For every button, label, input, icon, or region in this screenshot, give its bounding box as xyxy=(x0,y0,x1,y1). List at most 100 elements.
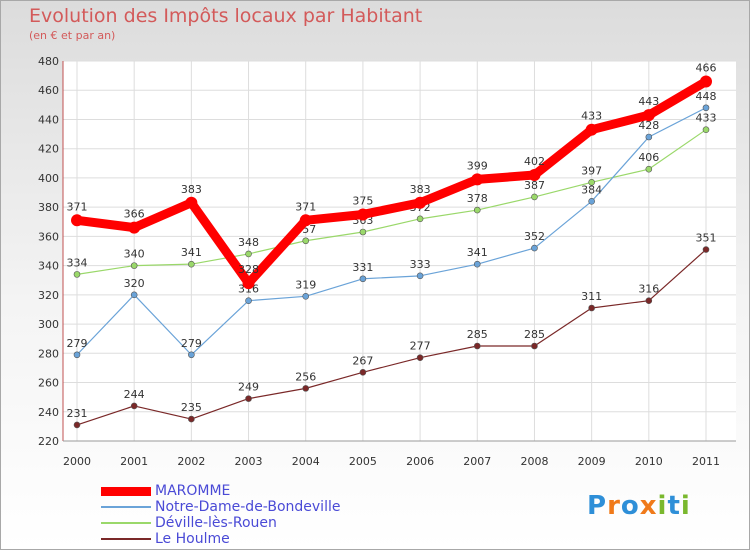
data-point xyxy=(702,104,710,112)
data-label: 340 xyxy=(124,248,145,261)
data-point xyxy=(471,173,484,186)
data-point xyxy=(645,165,653,173)
x-tick-label: 2007 xyxy=(463,455,491,468)
data-point xyxy=(531,342,538,350)
x-tick-label: 2001 xyxy=(120,455,148,468)
data-label: 341 xyxy=(181,246,202,259)
legend-label: MAROMME xyxy=(155,483,231,499)
data-label: 231 xyxy=(67,407,88,420)
series-line xyxy=(76,107,707,356)
x-tick-label: 2009 xyxy=(578,455,606,468)
data-point xyxy=(302,293,310,300)
data-point xyxy=(245,297,252,304)
data-label: 402 xyxy=(524,155,545,168)
series-notre-dame-de-bondeville: 279 320 279 316 319 331 333 341 352 384 428 448 xyxy=(67,90,717,359)
data-point xyxy=(302,237,310,245)
data-point xyxy=(299,214,312,227)
data-point xyxy=(356,208,369,221)
data-point xyxy=(528,169,541,181)
data-point xyxy=(130,291,138,299)
legend: MAROMME Notre-Dame-de-Bondeville Déville-l… xyxy=(101,483,340,547)
x-tick-label: 2010 xyxy=(635,455,663,468)
x-tick-label: 2000 xyxy=(63,455,91,468)
data-point xyxy=(71,214,83,227)
data-point xyxy=(359,228,367,236)
data-point xyxy=(416,354,424,361)
data-point xyxy=(702,246,710,253)
legend-label: Le Houlme xyxy=(155,531,230,547)
data-label: 366 xyxy=(124,208,145,221)
data-point xyxy=(473,260,481,268)
data-point xyxy=(188,415,195,423)
data-label: 433 xyxy=(696,112,717,125)
data-label: 387 xyxy=(524,179,545,192)
series-line xyxy=(72,76,711,288)
y-tick-label: 340 xyxy=(38,260,59,273)
data-label: 352 xyxy=(524,230,545,243)
data-point xyxy=(130,262,138,269)
data-label: 341 xyxy=(467,246,488,259)
logo-letter: P xyxy=(587,491,608,521)
series-maromme: 371 366 383 328 371 375 383 399 402 433 443 466 xyxy=(67,61,717,290)
data-label: 285 xyxy=(467,328,488,341)
y-tick-label: 300 xyxy=(38,318,59,331)
data-label: 375 xyxy=(352,194,373,207)
data-label: 285 xyxy=(524,328,545,341)
x-tick-label: 2006 xyxy=(406,455,434,468)
data-label: 235 xyxy=(181,401,202,414)
data-point xyxy=(128,221,141,234)
data-label: 249 xyxy=(238,381,259,394)
data-label: 399 xyxy=(467,159,488,172)
y-tick-label: 400 xyxy=(38,172,59,185)
data-point xyxy=(645,297,653,304)
y-tick-label: 260 xyxy=(38,377,59,390)
data-label: 397 xyxy=(581,164,602,177)
data-label: 371 xyxy=(295,200,316,213)
x-tick-label: 2008 xyxy=(520,455,548,468)
data-label: 267 xyxy=(352,354,373,367)
data-point xyxy=(245,395,252,402)
y-tick-label: 480 xyxy=(38,55,59,68)
logo-letter: r xyxy=(607,491,621,521)
data-label: 383 xyxy=(181,183,202,196)
data-label: 351 xyxy=(696,232,717,245)
data-point xyxy=(414,196,427,209)
data-label: 311 xyxy=(581,290,602,303)
data-point xyxy=(642,109,655,122)
data-point xyxy=(359,275,367,283)
y-tick-label: 220 xyxy=(38,435,59,448)
data-label: 331 xyxy=(352,261,373,274)
data-label: 279 xyxy=(181,337,202,350)
data-point xyxy=(302,385,310,392)
data-point xyxy=(531,193,538,201)
data-point xyxy=(588,198,595,205)
data-label: 383 xyxy=(410,183,431,196)
data-point xyxy=(185,196,198,209)
y-tick-label: 280 xyxy=(38,347,59,360)
data-label: 320 xyxy=(124,277,145,290)
data-label: 443 xyxy=(638,95,659,108)
data-point xyxy=(416,215,424,223)
x-tick-label: 2004 xyxy=(292,455,320,468)
legend-swatch xyxy=(101,486,151,496)
data-label: 384 xyxy=(581,183,602,196)
data-point xyxy=(585,123,598,136)
data-label: 256 xyxy=(295,370,316,383)
x-tick-label: 2005 xyxy=(349,455,377,468)
legend-label: Déville-lès-Rouen xyxy=(155,515,277,531)
data-point xyxy=(73,271,81,278)
legend-swatch xyxy=(101,538,151,540)
legend-item: Déville-lès-Rouen xyxy=(101,515,340,531)
y-tick-label: 320 xyxy=(38,289,59,302)
logo-letter: i xyxy=(680,491,691,521)
y-tick-label: 440 xyxy=(38,113,59,126)
logo-letter: o xyxy=(620,491,640,521)
data-point xyxy=(188,351,195,359)
data-label: 334 xyxy=(67,256,88,269)
data-point xyxy=(73,351,81,359)
data-point xyxy=(473,342,481,350)
logo-letter: i xyxy=(657,491,668,521)
x-tick-label: 2002 xyxy=(177,455,205,468)
logo-letter: x xyxy=(639,491,658,521)
